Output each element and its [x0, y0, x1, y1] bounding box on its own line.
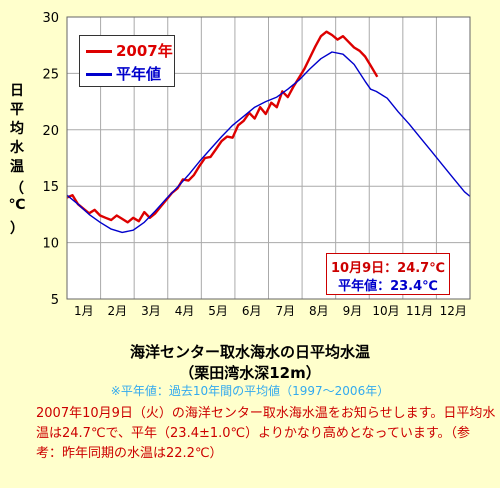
x-tick-label: 3月: [141, 304, 161, 318]
y-axis-label-char: 日: [10, 83, 24, 99]
legend-swatch-2007: [86, 50, 112, 53]
x-tick-label: 5月: [208, 304, 228, 318]
y-axis-label-char: （: [10, 181, 24, 197]
legend-item-2007: 2007年: [86, 40, 173, 61]
normal-note: ※平年値：過去10年間の平均値（1997～2006年）: [110, 384, 390, 398]
normal-value: 平年値：23.4℃: [338, 279, 438, 294]
x-tick-label: 2月: [108, 304, 128, 318]
y-axis-label-char: 温: [10, 159, 24, 175]
legend-label-2007: 2007年: [116, 42, 173, 60]
y-axis-label-char: ）: [10, 221, 24, 237]
y-tick-label: 30: [42, 11, 59, 26]
plot-border: [66, 16, 471, 300]
y-axis-label-char: 均: [10, 121, 24, 137]
y-axis-label-char: ℃: [8, 197, 26, 213]
y-axis-label-char: 水: [10, 140, 24, 156]
chart-title: 海洋センター取水海水の日平均水温: [129, 343, 370, 361]
legend-item-normal: 平年値: [86, 63, 161, 84]
series-line-current-year: [66, 30, 379, 224]
x-tick-label: 8月: [309, 304, 329, 318]
legend-swatch-normal: [86, 73, 112, 76]
y-tick-label: 15: [42, 180, 59, 195]
latest-value-box: 10月9日：24.7℃ 平年値：23.4℃: [326, 253, 450, 295]
y-tick-label: 25: [42, 67, 59, 82]
legend-label-normal: 平年値: [116, 65, 162, 83]
x-tick-label: 9月: [343, 304, 363, 318]
x-tick-label: 11月: [406, 304, 433, 318]
legend: 2007年 平年値: [79, 35, 175, 87]
x-tick-label: 1月: [74, 304, 94, 318]
x-tick-label: 7月: [275, 304, 295, 318]
x-tick-label: 10月: [372, 304, 399, 318]
series-line-normal: [66, 51, 471, 234]
x-tick-label: 6月: [242, 304, 262, 318]
caption: 2007年10月9日（火）の海洋センター取水海水温をお知らせします。日平均水温は…: [36, 406, 496, 461]
y-tick-label: 20: [42, 124, 59, 139]
latest-date-value: 10月9日：24.7℃: [331, 261, 445, 276]
y-tick-label: 5: [51, 293, 59, 308]
y-axis-label-char: 平: [10, 102, 24, 118]
x-tick-label: 4月: [175, 304, 195, 318]
chart-subtitle: （栗田湾水深12m）: [179, 364, 321, 382]
x-tick-label: 12月: [440, 304, 467, 318]
y-tick-label: 10: [42, 237, 59, 252]
